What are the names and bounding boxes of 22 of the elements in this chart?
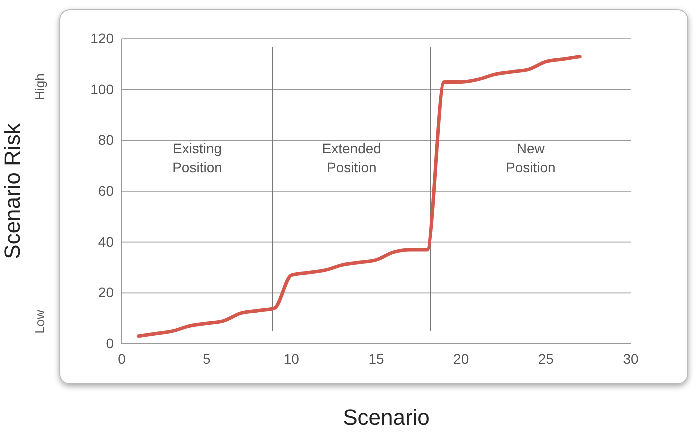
x-tick-label: 5 bbox=[202, 350, 211, 367]
x-tick-label: 10 bbox=[284, 350, 300, 367]
x-axis-title: Scenario bbox=[343, 405, 430, 430]
x-tick-label: 20 bbox=[454, 350, 470, 367]
text: High bbox=[32, 74, 48, 100]
x-tick-label: 25 bbox=[538, 350, 554, 367]
y-tick-label: 60 bbox=[98, 182, 114, 199]
x-tick-label: 15 bbox=[368, 350, 384, 367]
y-tick-label: 40 bbox=[98, 234, 114, 250]
line-series bbox=[137, 55, 582, 338]
y-tick-label: 20 bbox=[98, 284, 114, 301]
text: Low bbox=[32, 309, 48, 334]
x-tick-label: 0 bbox=[118, 350, 126, 367]
annotation: Extended Position bbox=[322, 140, 382, 176]
y-tick-label: 120 bbox=[90, 30, 114, 46]
x-tick-label: 30 bbox=[623, 350, 639, 367]
annotation: Existing Position bbox=[172, 140, 222, 176]
y-axis-title: Scenario Risk bbox=[0, 122, 26, 260]
y-tick-label: 0 bbox=[106, 335, 114, 352]
y-tick-label: 80 bbox=[98, 132, 114, 148]
y-tick-label: 100 bbox=[90, 81, 114, 98]
annotation: New Position bbox=[506, 140, 556, 176]
